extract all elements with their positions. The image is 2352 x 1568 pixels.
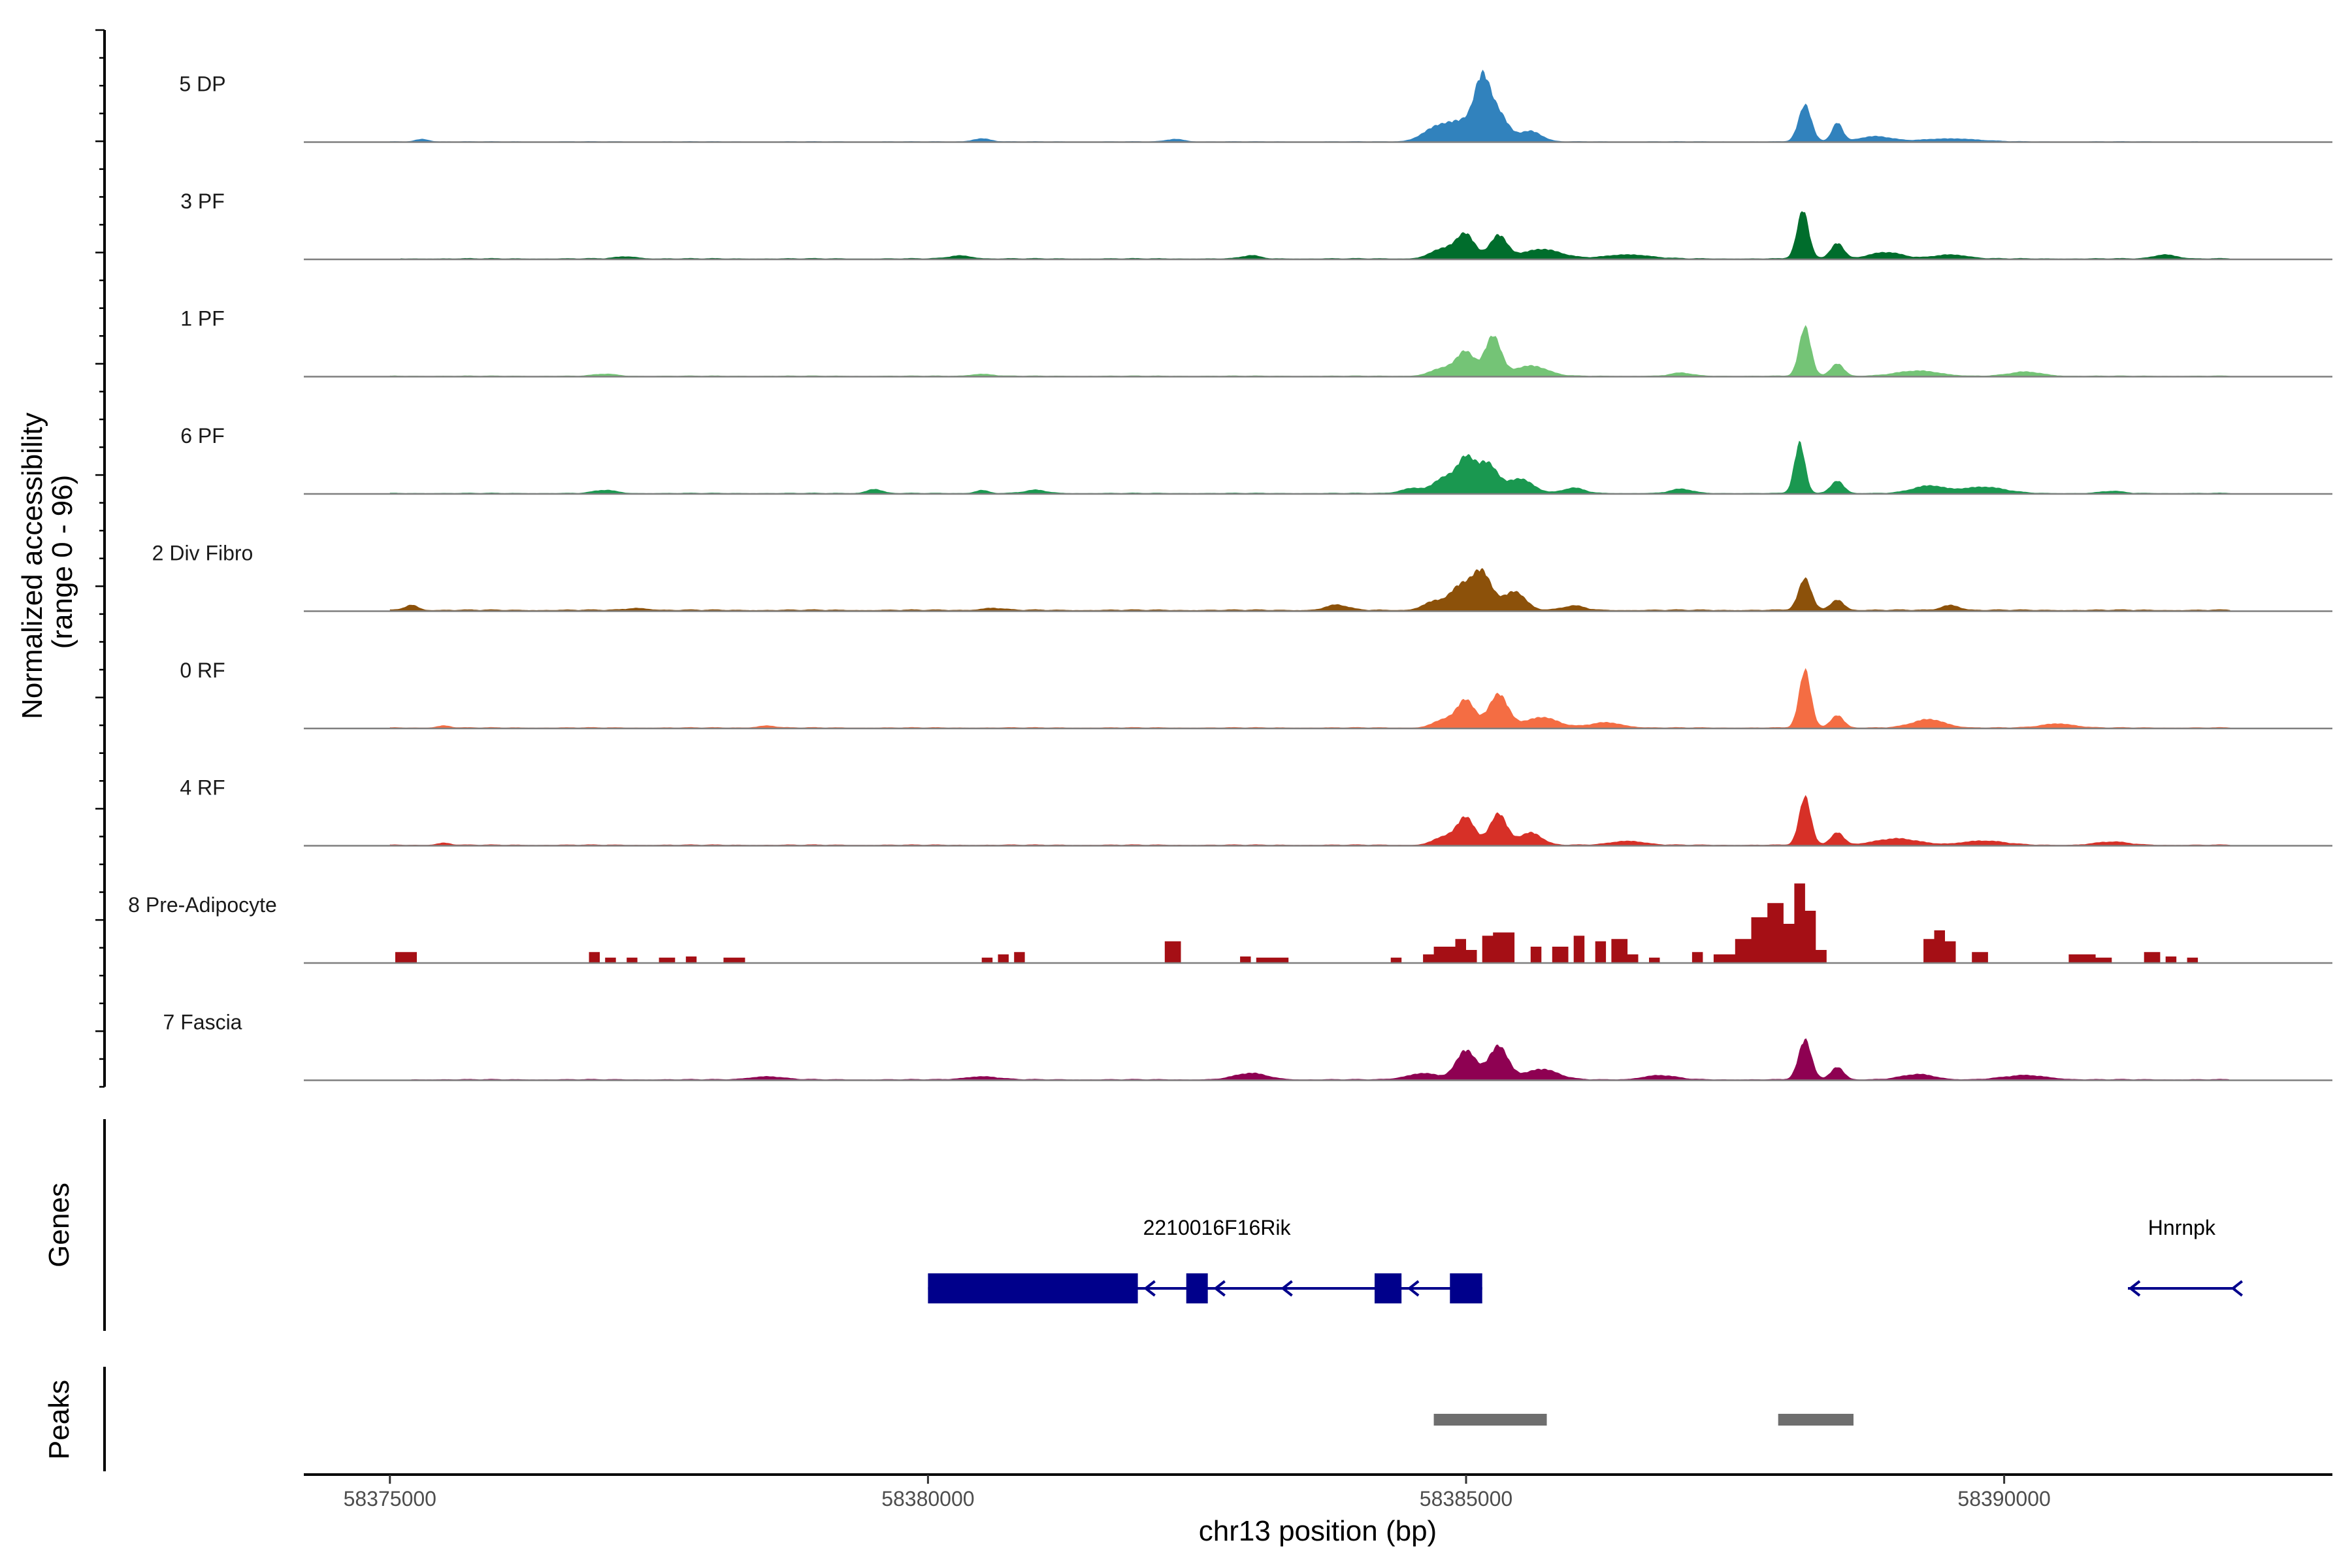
coverage-area — [389, 440, 2230, 494]
coverage-area — [400, 211, 2230, 259]
coverage-area — [411, 1038, 2229, 1081]
x-axis-title: chr13 position (bp) — [1199, 1515, 1437, 1547]
track-7-fascia: 7 Fascia — [163, 1011, 2332, 1081]
track-label: 0 RF — [180, 659, 225, 682]
track-4-rf: 4 RF — [180, 776, 2332, 847]
y-axis-title: Normalized accessibility (range 0 - 96) — [16, 404, 78, 719]
gene-label: 2210016F16Rik — [1143, 1216, 1292, 1239]
peak-region — [1778, 1414, 1854, 1426]
coverage-tracks: 5 DP 3 PF 1 PF 6 PF 2 Div Fibro 0 RF 4 RF 8 Pre… — [128, 69, 2332, 1081]
strand-arrow — [2128, 1280, 2141, 1297]
track-label: 4 RF — [180, 776, 225, 800]
genes-track: 2210016F16Rik Hnrnpk — [928, 1216, 2243, 1303]
gene-label: Hnrnpk — [2148, 1216, 2216, 1239]
x-tick-label: 58375000 — [344, 1487, 436, 1511]
gene-exon — [1374, 1273, 1402, 1303]
gene-hnrnpk: Hnrnpk — [2128, 1216, 2243, 1297]
y-axis-title-line1: Normalized accessibility — [16, 412, 48, 719]
coverage-area — [389, 794, 2230, 846]
peaks-panel-label: Peaks — [43, 1380, 75, 1460]
gene-exon — [1186, 1273, 1208, 1303]
coverage-area — [389, 69, 2198, 142]
x-tick-label: 58390000 — [1957, 1487, 2050, 1511]
genes-panel-label: Genes — [43, 1183, 75, 1267]
y-axis-title-line2: (range 0 - 96) — [46, 475, 78, 649]
track-label: 7 Fascia — [163, 1011, 242, 1034]
peak-region — [1433, 1414, 1547, 1426]
axes-layer: Normalized accessibility (range 0 - 96) … — [16, 29, 1437, 1547]
track-0-rf: 0 RF — [180, 659, 2332, 730]
x-tick-label: 58385000 — [1420, 1487, 1512, 1511]
track-6-pf: 6 PF — [180, 424, 2332, 495]
strand-arrow — [2230, 1280, 2243, 1297]
coverage-area — [389, 883, 2230, 963]
strand-arrow — [1281, 1280, 1293, 1297]
gene-exon — [1450, 1273, 1482, 1303]
x-tick-label: 58380000 — [881, 1487, 974, 1511]
peaks-track — [1433, 1414, 1854, 1426]
strand-arrow — [1213, 1280, 1226, 1297]
strand-arrow — [1143, 1280, 1156, 1297]
coverage-area — [389, 325, 2230, 377]
x-axis: 58375000 58380000 58385000 58390000 — [304, 1473, 2332, 1511]
track-5-dp: 5 DP — [179, 69, 2332, 143]
gene-2210016f16rik: 2210016F16Rik — [928, 1216, 1482, 1303]
coverage-area — [389, 668, 2230, 728]
track-label: 3 PF — [180, 189, 225, 213]
track-3-pf: 3 PF — [180, 189, 2332, 261]
track-8-pre-adipocyte: 8 Pre-Adipocyte — [128, 883, 2332, 964]
coverage-area — [389, 568, 2230, 612]
track-label: 2 Div Fibro — [152, 542, 253, 565]
track-label: 8 Pre-Adipocyte — [128, 893, 277, 917]
track-label: 5 DP — [179, 73, 225, 96]
gene-exon — [928, 1273, 1138, 1303]
track-label: 1 PF — [180, 307, 225, 331]
strand-arrow — [1407, 1280, 1420, 1297]
track-1-pf: 1 PF — [180, 307, 2332, 378]
track-2-div-fibro: 2 Div Fibro — [152, 542, 2332, 612]
track-label: 6 PF — [180, 424, 225, 448]
